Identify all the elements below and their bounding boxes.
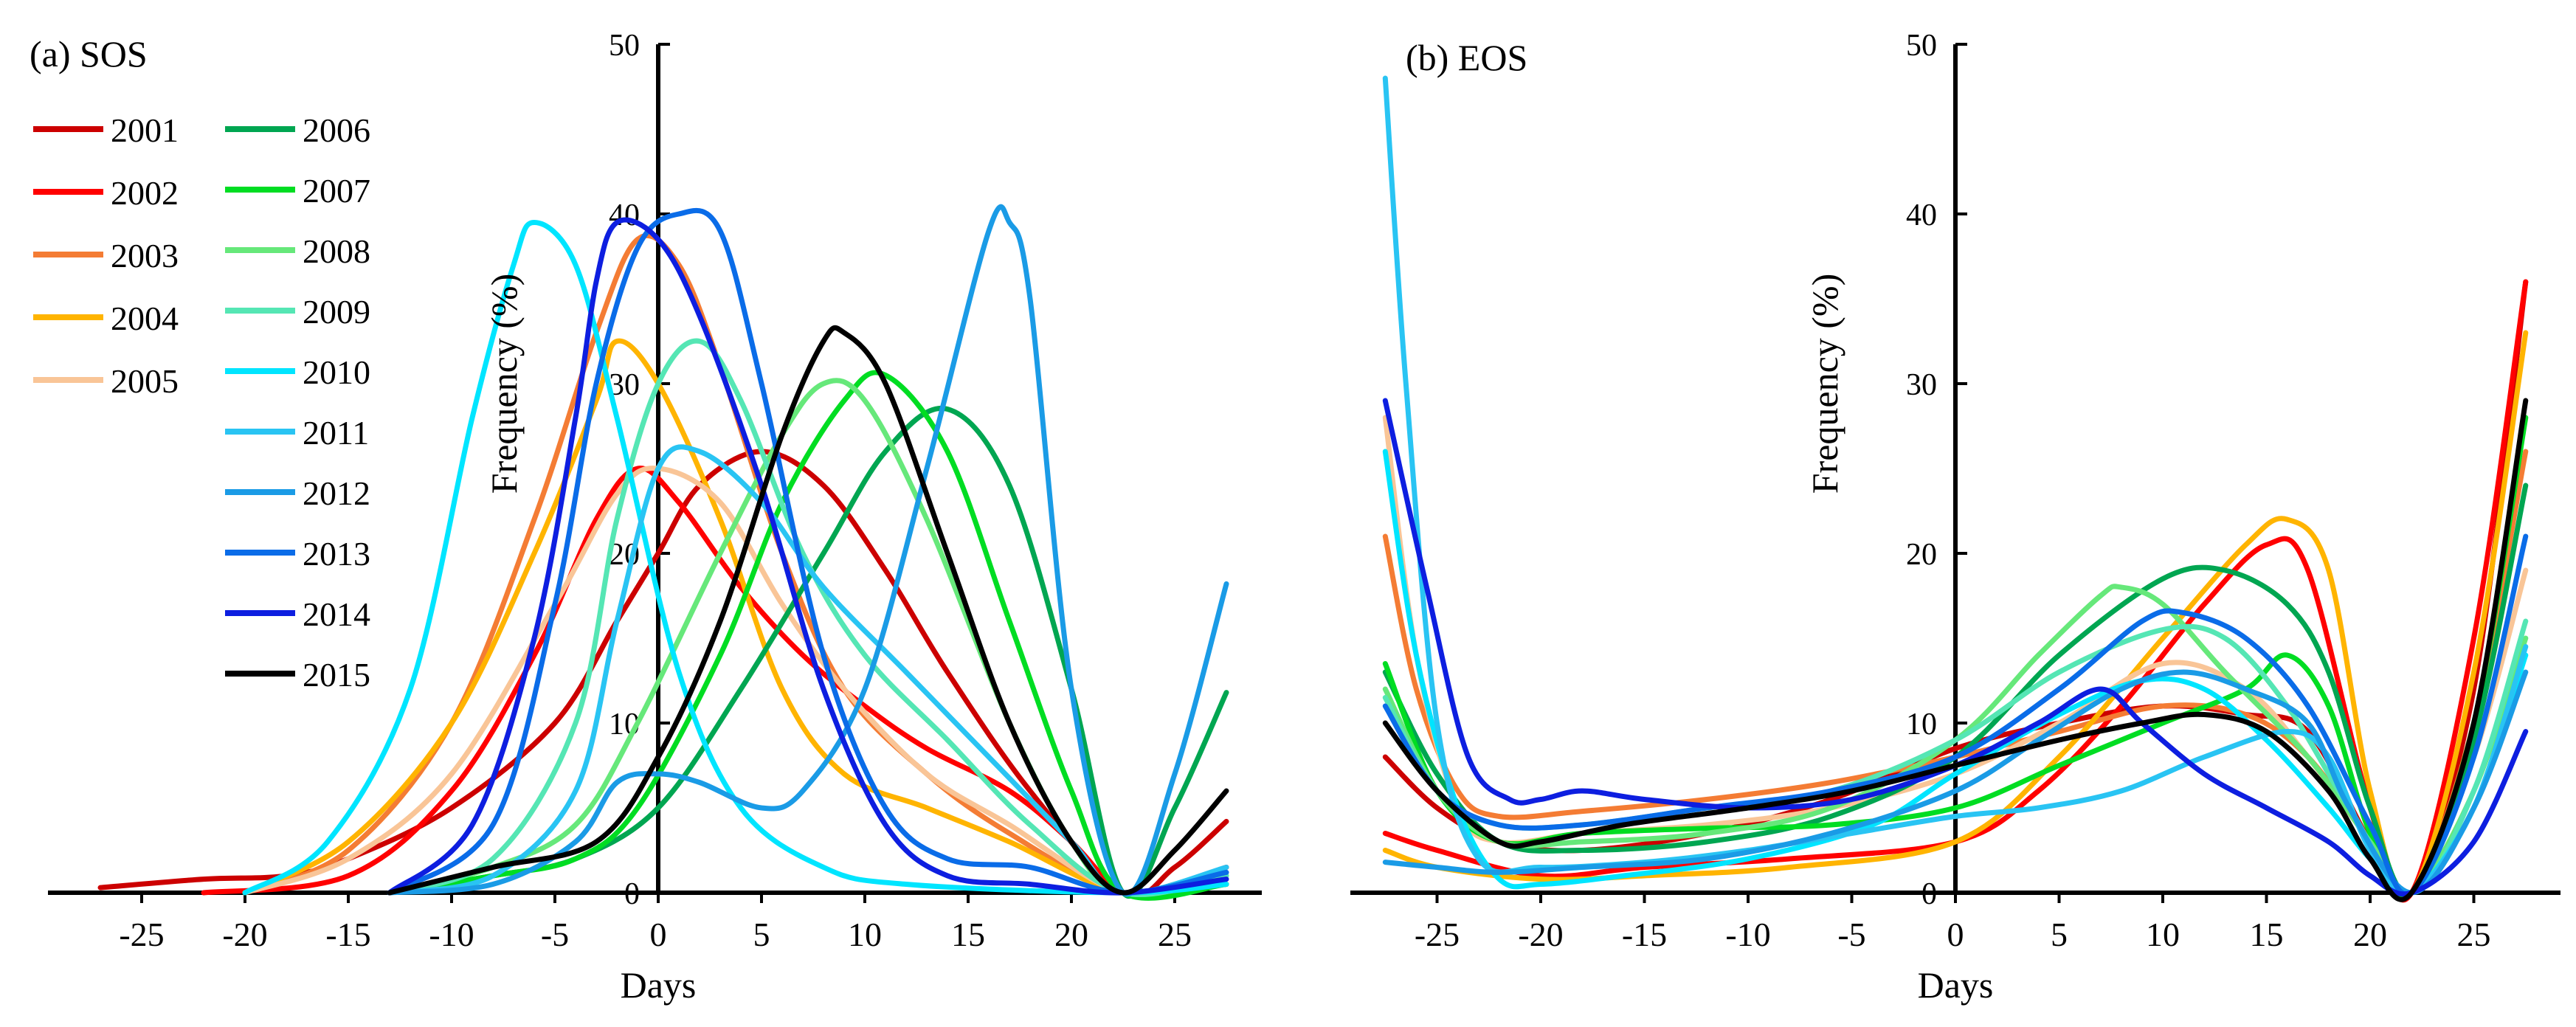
- x-tick-label: -25: [1415, 916, 1460, 953]
- legend-label-2008: 2008: [303, 232, 370, 270]
- x-tick-label: -25: [119, 916, 164, 953]
- chart-title: (a) SOS: [30, 33, 148, 75]
- x-tick-label: -20: [1518, 916, 1563, 953]
- x-tick-label: -15: [1622, 916, 1667, 953]
- x-tick-label: 15: [951, 916, 985, 953]
- y-tick-label: 30: [1906, 368, 1937, 402]
- legend-label-2001: 2001: [111, 111, 179, 149]
- chart-title: (b) EOS: [1406, 37, 1527, 78]
- legend-label-2004: 2004: [111, 300, 179, 337]
- x-tick-label: -5: [541, 916, 569, 953]
- y-tick-label: 50: [1906, 29, 1937, 63]
- series-line-2011: [1382, 75, 2529, 897]
- x-tick-label: -10: [1725, 916, 1770, 953]
- chart-eos: -25 -20 -15 -10 -5 0 5 10 15 20 25 0 10 20 30 40 50 (b) E…: [1350, 29, 2561, 1006]
- x-tick-label: 0: [1947, 916, 1964, 953]
- series-line-2002: [1382, 279, 2529, 903]
- x-tick-label: -10: [429, 916, 474, 953]
- legend: 2001 2002 2003 2004 2005 2006 2007 2008 2009 2010…: [33, 111, 370, 694]
- x-tick-label: 20: [1054, 916, 1088, 953]
- series-line-2007: [387, 370, 1229, 901]
- legend-label-2012: 2012: [303, 474, 370, 512]
- series-line-2012: [1382, 669, 2529, 896]
- y-tick-label: 40: [1906, 198, 1937, 232]
- series-line-2009: [387, 338, 1229, 898]
- legend-label-2015: 2015: [303, 656, 370, 694]
- x-tick-label: 10: [2146, 916, 2180, 953]
- y-tick-label: 0: [1921, 877, 1937, 911]
- legend-label-2011: 2011: [303, 414, 369, 452]
- series-line-2015: [387, 325, 1229, 896]
- x-tick-label: 15: [2250, 916, 2284, 953]
- legend-label-2013: 2013: [303, 535, 370, 573]
- x-tick-label: -5: [1837, 916, 1865, 953]
- x-tick-label: 25: [1158, 916, 1192, 953]
- x-tick-label: 20: [2353, 916, 2387, 953]
- legend-label-2010: 2010: [303, 353, 370, 391]
- legend-label-2009: 2009: [303, 293, 370, 331]
- x-tick-label: -15: [325, 916, 370, 953]
- x-tick-label: 5: [753, 916, 770, 953]
- x-axis-label: Days: [1918, 964, 1994, 1006]
- x-tick-label: 5: [2051, 916, 2068, 953]
- series-line-2005: [242, 466, 1229, 899]
- legend-label-2006: 2006: [303, 111, 370, 149]
- y-tick-label: 10: [1906, 708, 1937, 741]
- series-line-2004: [242, 338, 1229, 898]
- legend-label-2005: 2005: [111, 362, 179, 400]
- y-axis-label: Frequency (%): [1804, 274, 1845, 494]
- legend-label-2014: 2014: [303, 595, 370, 633]
- y-tick-label: 50: [609, 29, 640, 63]
- legend-label-2003: 2003: [111, 237, 179, 274]
- series-line-2012: [387, 204, 1229, 897]
- x-tick-label: -20: [222, 916, 267, 953]
- legend-label-2007: 2007: [303, 172, 370, 210]
- y-tick-label: 20: [1906, 538, 1937, 572]
- x-tick-label: 25: [2457, 916, 2491, 953]
- legend-label-2002: 2002: [111, 174, 179, 212]
- y-axis-label: Frequency (%): [483, 274, 525, 494]
- x-axis-label: Days: [621, 964, 697, 1006]
- series-line-2013: [387, 207, 1229, 896]
- y-tick-label: 0: [624, 877, 640, 911]
- x-tick-label: 10: [848, 916, 882, 953]
- series-line-2014: [387, 217, 1229, 896]
- series-line-2015: [1382, 398, 2529, 902]
- x-tick-label: 0: [650, 916, 667, 953]
